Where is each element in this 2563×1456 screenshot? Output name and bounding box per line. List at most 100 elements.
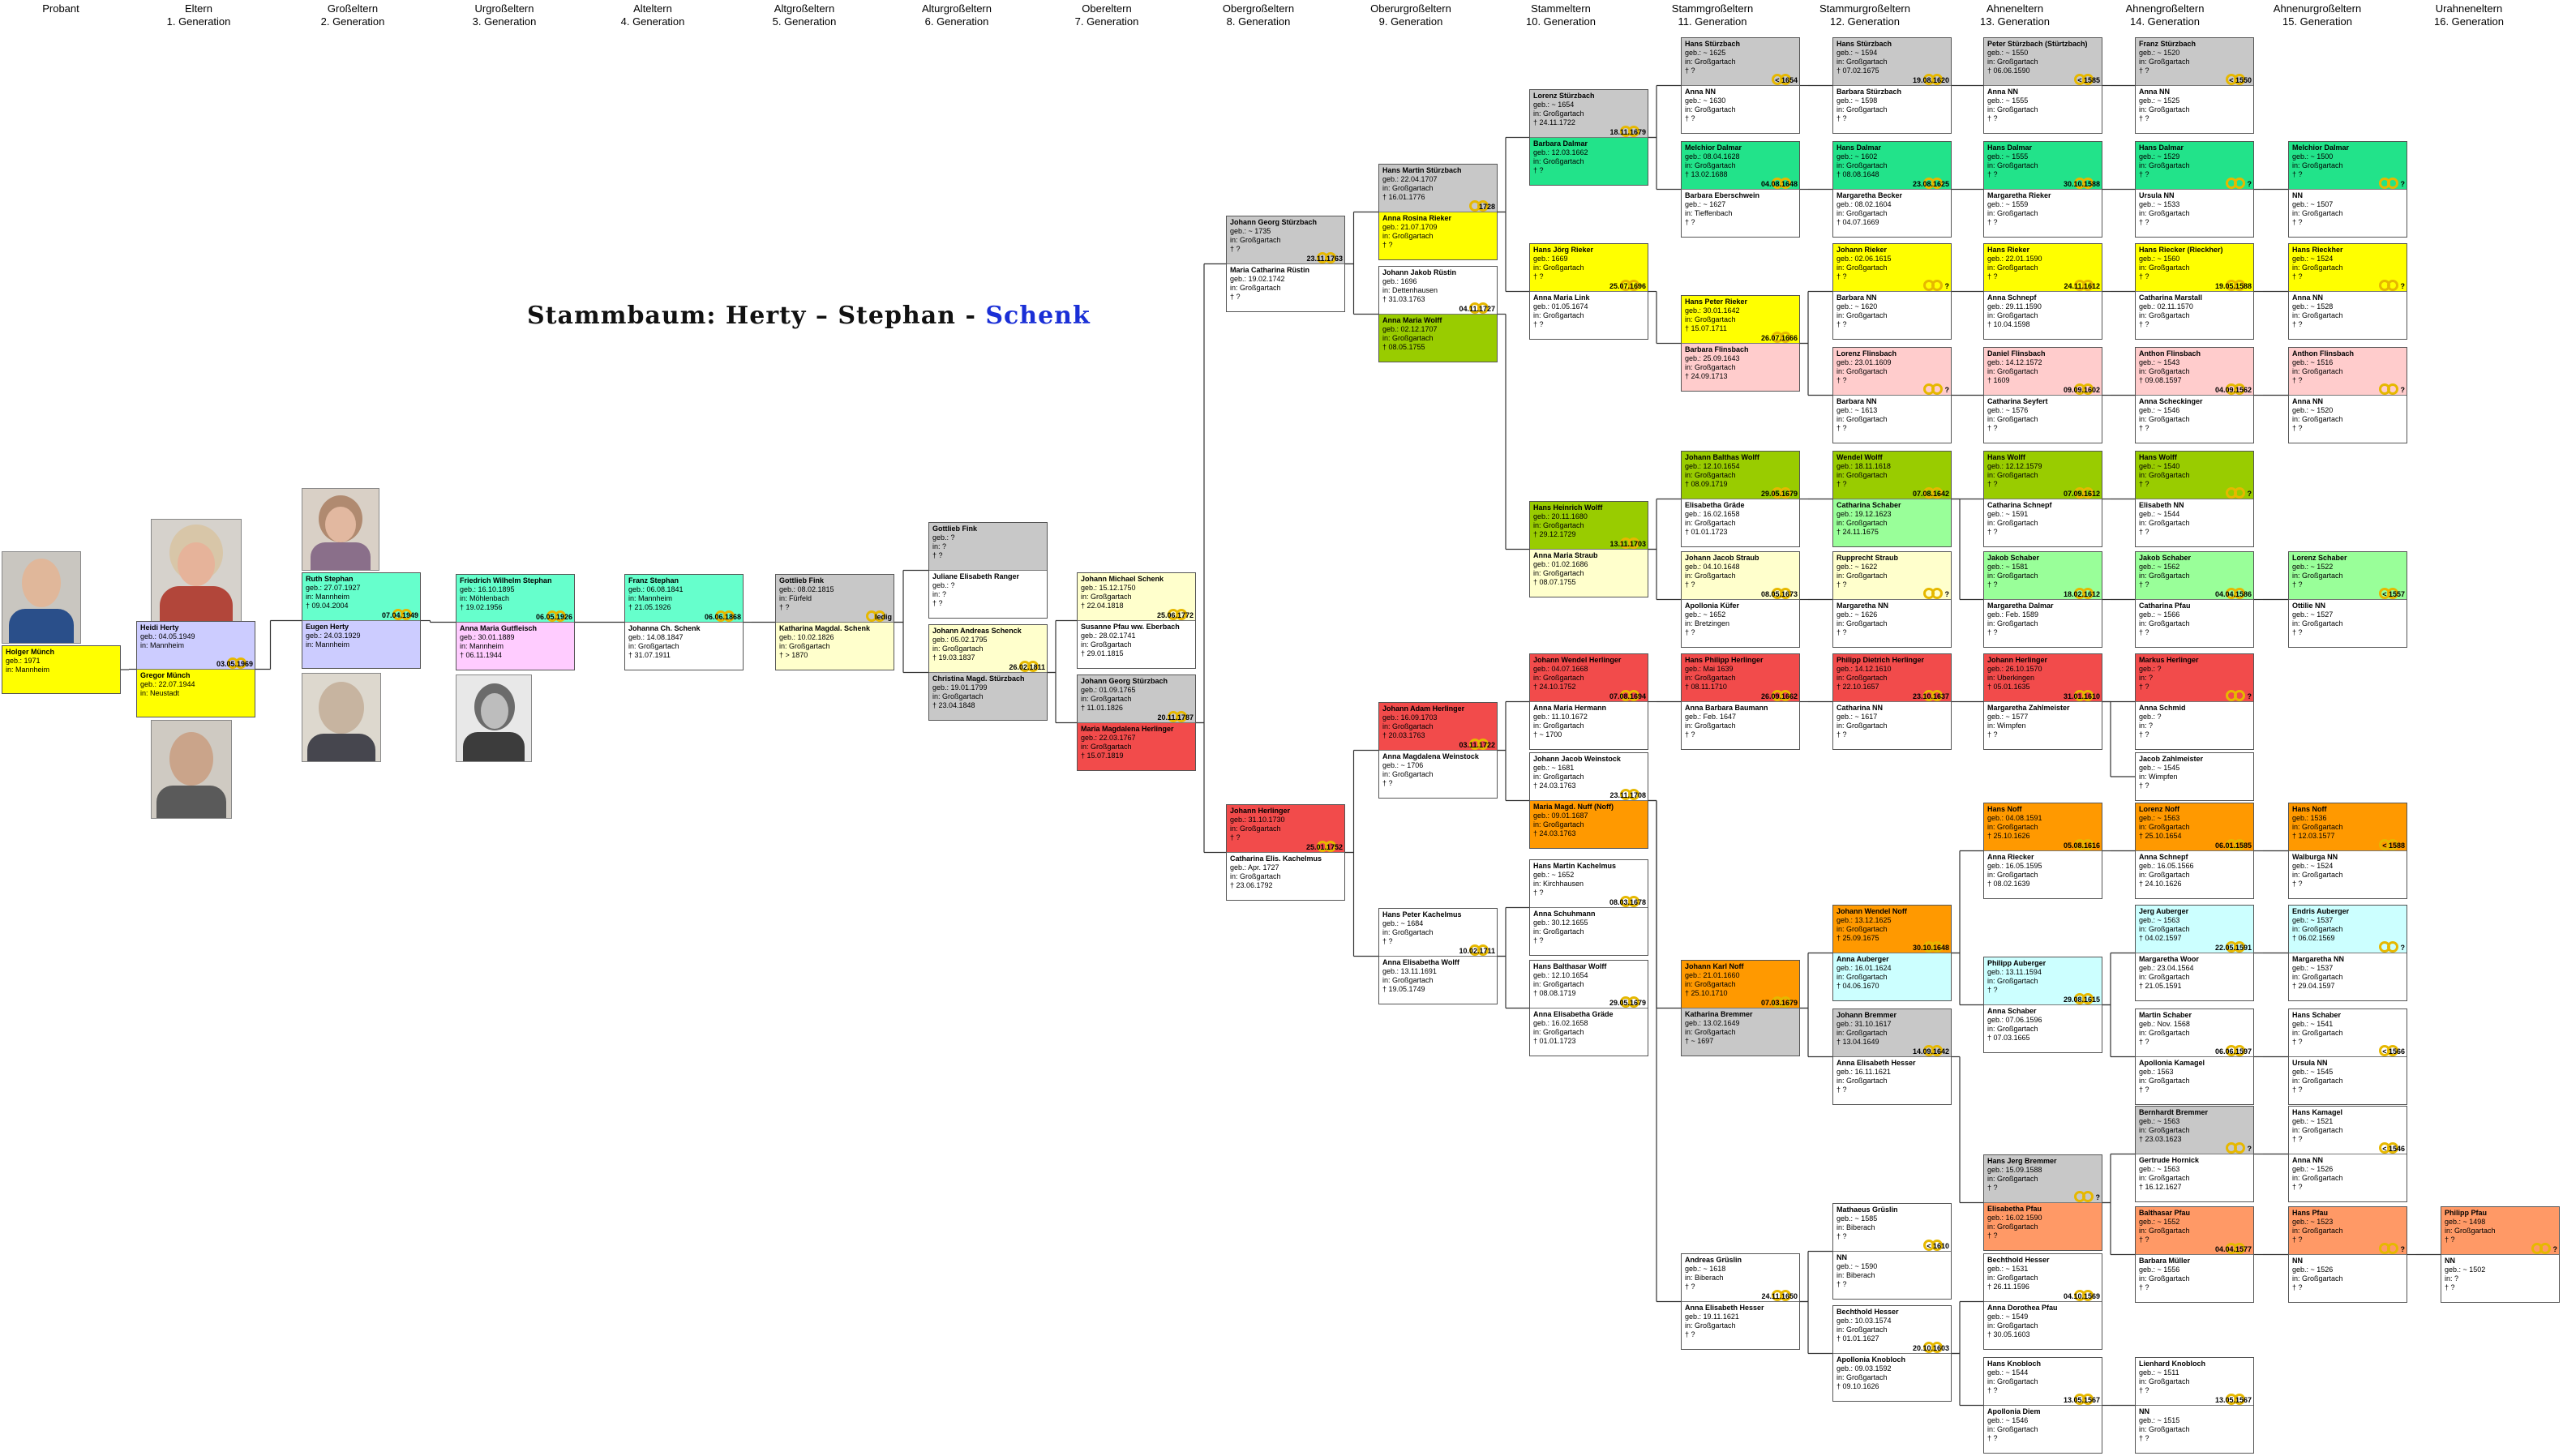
couple-box[interactable]: Lienhard Knobloch geb.: ~ 1511 in: Großgar… [2135,1357,2254,1454]
couple-box[interactable]: Hans Stürzbach geb.: ~ 1594 in: Großgartac… [1832,37,1952,134]
couple-box[interactable]: Johann Wendel Noff geb.: 13.12.1625 in: Gr… [1832,905,1952,1001]
couple-box[interactable]: Holger Münch geb.: 1971 in: Mannheim [2,645,121,694]
couple-box[interactable]: Bechthold Hesser geb.: ~ 1531 in: Großgart… [1983,1253,2102,1350]
wedding-rings-icon [388,607,417,622]
person-name: Franz Stürzbach [2139,40,2197,48]
couple-box[interactable]: Hans Jörg Rieker geb.: 1669 in: Großgartac… [1529,243,1648,340]
person-detail: † 08.08.1648 [1837,170,1879,178]
person-detail: in: Mannheim [306,640,350,649]
person-detail: in: Großgartach [1081,640,1132,649]
couple-box[interactable]: Hans Dalmar geb.: ~ 1602 in: Großgartach † … [1832,141,1952,238]
couple-box[interactable]: Jakob Schaber geb.: ~ 1562 in: Großgartach… [2135,551,2254,648]
person-detail: † ? [1685,66,1695,75]
person-detail: geb.: ~ 1622 [1837,563,1878,571]
couple-box[interactable]: Hans Martin Stürzbach geb.: 22.04.1707 in:… [1378,164,1498,260]
couple-box[interactable]: Hans Dalmar geb.: ~ 1529 in: Großgartach † … [2135,141,2254,238]
couple-box[interactable]: Anthon Flinsbach geb.: ~ 1516 in: Großgart… [2288,347,2407,443]
couple-box[interactable]: Lorenz Stürzbach geb.: ~ 1654 in: Großgart… [1529,89,1648,186]
couple-box[interactable]: Johann Georg Stürzbach geb.: ~ 1735 in: Gr… [1226,216,1345,312]
couple-box[interactable]: Friedrich Wilhelm Stephan geb.: 16.10.189… [456,574,575,670]
couple-box[interactable]: Bernhardt Bremmer geb.: ~ 1563 in: Großgar… [2135,1106,2254,1202]
couple-box[interactable]: Melchior Dalmar geb.: ~ 1500 in: Großgarta… [2288,141,2407,238]
couple-box[interactable]: Andreas Grüslin geb.: ~ 1618 in: Biberach †… [1681,1253,1800,1350]
couple-box[interactable]: Hans Rieker geb.: 22.01.1590 in: Großgarta… [1983,243,2102,340]
person-detail: † 22.04.1818 [1081,602,1124,610]
couple-box[interactable]: Hans Peter Kachelmus geb.: ~ 1684 in: Groß… [1378,908,1498,1004]
wedding-rings-icon [1615,995,1644,1009]
couple-box[interactable]: Johann Adam Herlinger geb.: 16.09.1703 in:… [1378,702,1498,799]
couple-box[interactable]: Philipp Pfau geb.: ~ 1498 in: Großgartach †… [2441,1206,2560,1303]
couple-box[interactable]: Hans Philipp Herlinger geb.: Mai 1639 in: … [1681,653,1800,750]
couple-box[interactable]: Johann Georg Stürzbach geb.: 01.09.1765 in… [1077,674,1196,771]
couple-box[interactable]: Hans Kamagel geb.: ~ 1521 in: Großgartach †… [2288,1106,2407,1202]
couple-box[interactable]: Wendel Wolff geb.: 18.11.1618 in: Großgart… [1832,451,1952,547]
couple-box[interactable]: Mathaeus Grüslin geb.: ~ 1585 in: Biberach… [1832,1203,1952,1300]
couple-box[interactable]: Franz Stürzbach geb.: ~ 1520 in: Großgarta… [2135,37,2254,134]
couple-box[interactable]: Johann Herlinger geb.: 26.10.1570 in: Uber… [1983,653,2102,750]
couple-box[interactable]: Johann Balthas Wolff geb.: 12.10.1654 in: … [1681,451,1800,547]
couple-box[interactable]: Hans Noff geb.: 04.08.1591 in: Großgartach… [1983,803,2102,899]
couple-box[interactable]: Johann Jacob Weinstock geb.: ~ 1681 in: Gr… [1529,752,1648,849]
mother-entry: Anna NN geb.: ~ 1630 in: Großgartach † ? [1682,85,1799,133]
couple-box[interactable]: Hans Wolff geb.: ~ 1540 in: Großgartach † ?… [2135,451,2254,547]
couple-box[interactable]: Anthon Flinsbach geb.: ~ 1543 in: Großgart… [2135,347,2254,443]
couple-box[interactable]: Hans Jerg Bremmer geb.: 15.09.1588 in: Gro… [1983,1154,2102,1251]
couple-box[interactable]: Philipp Auberger geb.: 13.11.1594 in: Groß… [1983,957,2102,1053]
couple-box[interactable]: Bechthold Hesser geb.: 10.03.1574 in: Groß… [1832,1305,1952,1402]
couple-box[interactable]: Hans Peter Rieker geb.: 30.01.1642 in: Gro… [1681,295,1800,392]
couple-box[interactable]: Johann Andreas Schenck geb.: 05.02.1795 in… [928,624,1048,721]
couple-box[interactable]: Johann Bremmer geb.: 31.10.1617 in: Großga… [1832,1008,1952,1105]
person-detail: geb.: ~ 1540 [2139,462,2180,470]
couple-box[interactable]: Hans Noff geb.: 1536 in: Großgartach † 12.0… [2288,803,2407,899]
couple-box[interactable]: Johann Herlinger geb.: 31.10.1730 in: Groß… [1226,804,1345,901]
person-name: Katharina Magdal. Schenk [779,623,871,632]
couple-box[interactable]: Hans Knobloch geb.: ~ 1544 in: Großgartach… [1983,1357,2102,1454]
person-detail: † 22.10.1657 [1837,683,1879,691]
couple-box[interactable]: Johann Wendel Herlinger geb.: 04.07.1668 i… [1529,653,1648,750]
person-name: Catharina Schaber [1837,500,1901,509]
couple-box[interactable]: Gottlieb Fink geb.: 08.02.1815 in: Fürfeld… [775,574,894,670]
couple-box[interactable]: Lorenz Flinsbach geb.: 23.01.1609 in: Groß… [1832,347,1952,443]
couple-box[interactable]: Hans Pfau geb.: ~ 1523 in: Großgartach † ? N… [2288,1206,2407,1303]
couple-box[interactable]: Hans Martin Kachelmus geb.: ~ 1652 in: Kir… [1529,859,1648,956]
person-name: Bernhardt Bremmer [2139,1108,2209,1116]
couple-box[interactable]: Johann Jakob Rüstin geb.: 1696 in: Dettenh… [1378,266,1498,362]
couple-box[interactable]: Hans Balthasar Wolff geb.: 12.10.1654 in: … [1529,960,1648,1056]
couple-box[interactable]: Peter Stürzbach (Stürtzbach) geb.: ~ 1550… [1983,37,2102,134]
couple-box[interactable]: Franz Stephan geb.: 06.08.1841 in: Mannhei… [624,574,744,670]
marriage-date: 19.08.1620 [1912,75,1949,84]
couple-box[interactable]: Hans Schaber geb.: ~ 1541 in: Großgartach †… [2288,1008,2407,1105]
couple-box[interactable]: Endris Auberger geb.: ~ 1537 in: Großgarta… [2288,905,2407,1001]
couple-box[interactable]: Johann Karl Noff geb.: 21.01.1660 in: Groß… [1681,960,1800,1056]
couple-box[interactable]: Ruth Stephan geb.: 27.07.1927 in: Mannheim… [302,572,421,669]
mother-entry: Susanne Pfau ww. Eberbach geb.: 28.02.174… [1078,620,1195,668]
couple-box[interactable]: Jerg Auberger geb.: ~ 1563 in: Großgartach… [2135,905,2254,1001]
couple-box[interactable]: Hans Heinrich Wolff geb.: 20.11.1680 in: G… [1529,501,1648,597]
couple-box[interactable]: Johann Rieker geb.: 02.06.1615 in: Großgar… [1832,243,1952,340]
couple-box[interactable]: Heidi Herty geb.: 04.05.1949 in: Mannheim G… [136,621,255,717]
person-detail: † ? [1533,319,1544,328]
couple-box[interactable]: Jacob Zahlmeister geb.: ~ 1545 in: Wimpfen… [2135,752,2254,801]
couple-box[interactable]: Martin Schaber geb.: Nov. 1568 in: Großgar… [2135,1008,2254,1105]
couple-box[interactable]: Hans Riecker (Rieckher) geb.: ~ 1560 in: G… [2135,243,2254,340]
person-detail: in: Biberach [1837,1223,1875,1231]
couple-box[interactable]: Hans Stürzbach geb.: ~ 1625 in: Großgartac… [1681,37,1800,134]
marriage-date: 07.04.1949 [381,610,418,619]
couple-box[interactable]: Daniel Flinsbach geb.: 14.12.1572 in: Groß… [1983,347,2102,443]
couple-box[interactable]: Balthasar Pfau geb.: ~ 1552 in: Großgartac… [2135,1206,2254,1303]
couple-box[interactable]: Hans Wolff geb.: 12.12.1579 in: Großgartac… [1983,451,2102,547]
couple-box[interactable]: Hans Dalmar geb.: ~ 1555 in: Großgartach † … [1983,141,2102,238]
couple-box[interactable]: Gottlieb Fink geb.: ? in: ? † ? Juliane Elis… [928,522,1048,619]
person-detail: in: Großgartach [1987,1377,2038,1385]
person-detail: † 29.01.1815 [1081,649,1124,657]
couple-box[interactable]: Lorenz Noff geb.: ~ 1563 in: Großgartach † … [2135,803,2254,899]
couple-box[interactable]: Lorenz Schaber geb.: ~ 1522 in: Großgartac… [2288,551,2407,648]
couple-box[interactable]: Johann Jacob Straub geb.: 04.10.1648 in: G… [1681,551,1800,648]
couple-box[interactable]: Rupprecht Straub geb.: ~ 1622 in: Großgart… [1832,551,1952,648]
couple-box[interactable]: Hans Rieckher geb.: ~ 1524 in: Großgartach… [2288,243,2407,340]
couple-box[interactable]: Markus Herlinger geb.: ? in: ? † ? Anna Schm… [2135,653,2254,750]
couple-box[interactable]: Johann Michael Schenk geb.: 15.12.1750 in:… [1077,572,1196,669]
couple-box[interactable]: Jakob Schaber geb.: ~ 1581 in: Großgartach… [1983,551,2102,648]
couple-box[interactable]: Philipp Dietrich Herlinger geb.: 14.12.16… [1832,653,1952,750]
couple-box[interactable]: Melchior Dalmar geb.: 08.04.1628 in: Großg… [1681,141,1800,238]
